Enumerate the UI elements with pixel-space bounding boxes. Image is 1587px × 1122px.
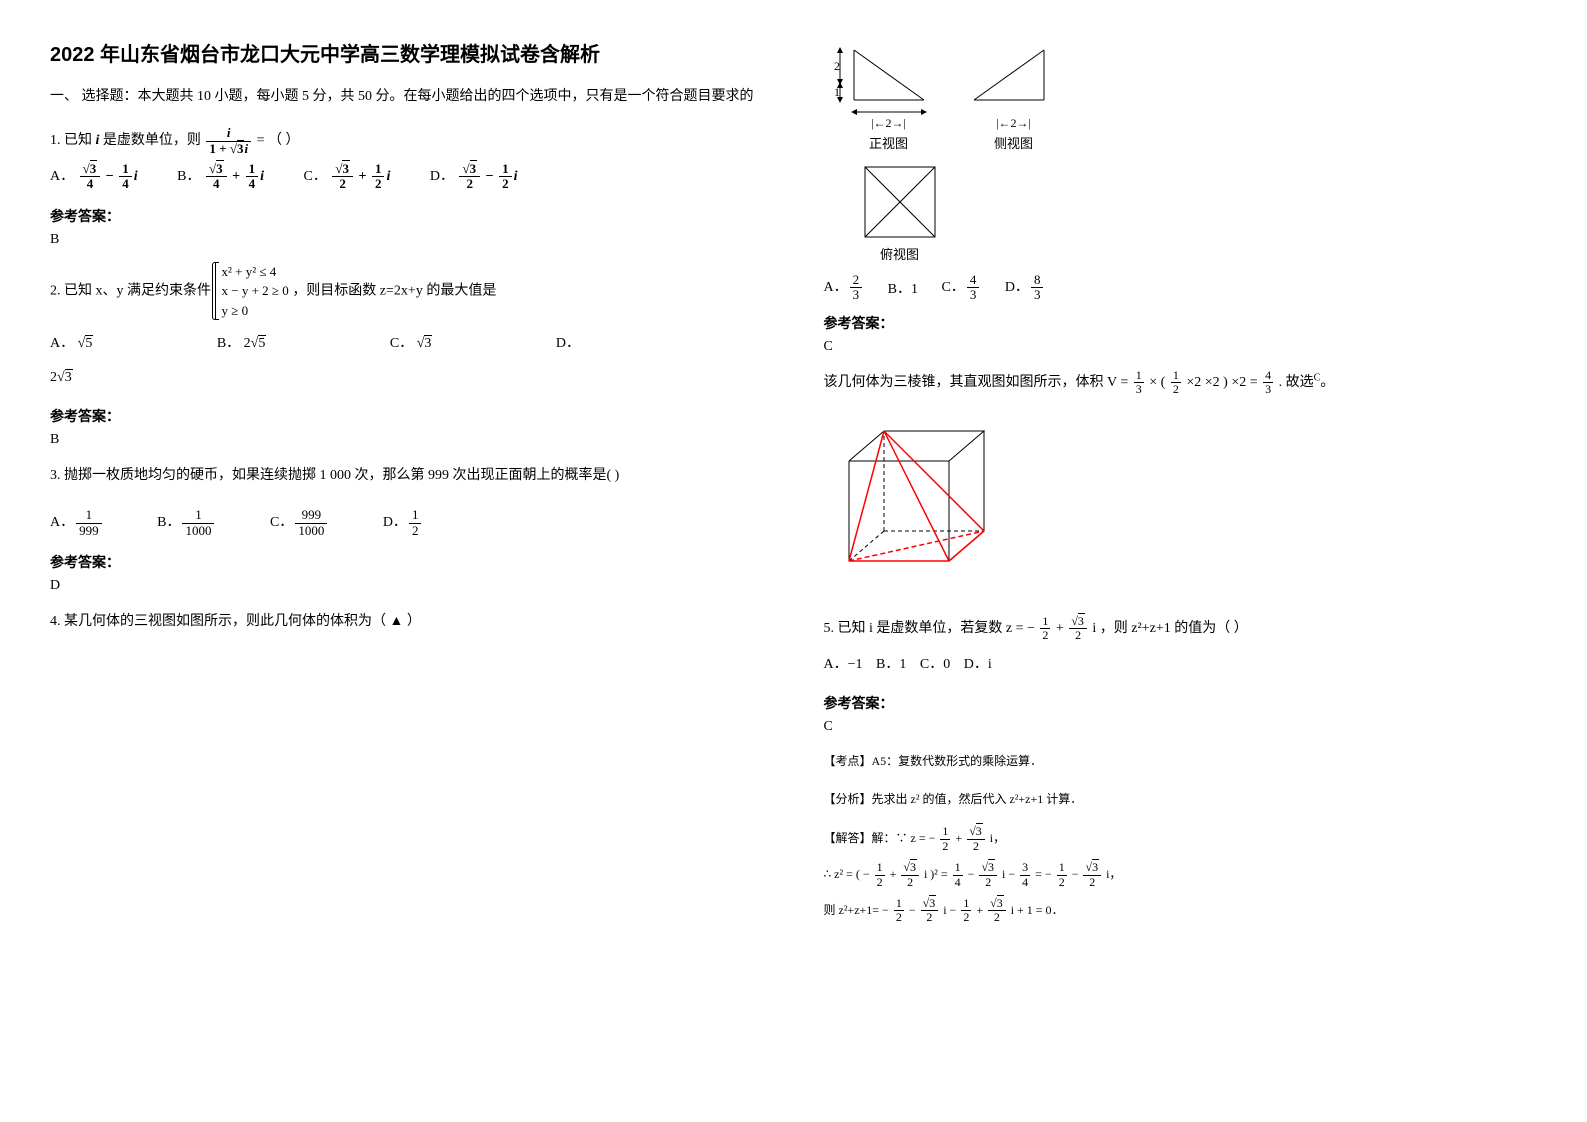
q4-explain: 该几何体为三棱锥，其直观图如图所示，体积 V = 13 × ( 12 ×2 ×2…: [824, 369, 1538, 397]
dim-h: 2: [834, 59, 840, 73]
q1-choice-c: C． 32 + 12i: [304, 162, 391, 192]
q2-case-3: y ≥ 0: [222, 301, 289, 321]
q2-case-2: x − y + 2 ≥ 0: [222, 281, 289, 301]
q4-choices: A．23 B．1 C．43 D．83: [824, 273, 1538, 303]
q2-choice-a: A． 5: [50, 330, 93, 358]
question-2: 2. 已知 x、y 满足约束条件 x² + y² ≤ 4 x − y + 2 ≥…: [50, 262, 764, 393]
q2-case-1: x² + y² ≤ 4: [222, 262, 289, 282]
q2-choices: A． 5 B． 25 C． 3 D．: [50, 330, 764, 358]
q3-stem: 3. 抛掷一枚质地均匀的硬币，如果连续抛掷 1 000 次，那么第 999 次出…: [50, 462, 764, 490]
doc-title: 2022 年山东省烟台市龙口大元中学高三数学理模拟试卷含解析: [50, 40, 764, 70]
q1-choice-a: A． 34 − 14i: [50, 162, 138, 192]
q3-choice-c: C．9991000: [270, 508, 329, 538]
top-view-svg: [860, 162, 940, 242]
right-column: 2 1 |←2→| 正视图: [824, 40, 1538, 933]
q4-answer: C: [824, 339, 1538, 355]
q5-choices: A．−1 B．1 C．0 D．i: [824, 651, 1538, 679]
section-intro: 一、 选择题：本大题共 10 小题，每小题 5 分，共 50 分。在每小题给出的…: [50, 86, 764, 108]
top-view-label: 俯视图: [860, 244, 940, 263]
question-1: 1. 已知 i 是虚数单位，则 i 1 + 3i = （ ） A． 34 − 1…: [50, 126, 764, 191]
q2-stem-a: 2. 已知 x、y 满足约束条件: [50, 283, 215, 298]
q5-jieda-1: 【解答】解：∵ z = − 12 + 32 i，: [824, 825, 1538, 853]
q1-choice-d: D． 32 − 12i: [430, 162, 518, 192]
front-view-label: 正视图: [834, 133, 944, 152]
q3-ans-label: 参考答案：: [50, 552, 764, 572]
q1-answer: B: [50, 232, 764, 248]
q3-choices: A．1999 B．11000 C．9991000 D．12: [50, 508, 764, 538]
q1-ans-label: 参考答案：: [50, 206, 764, 226]
q2-answer: B: [50, 432, 764, 448]
q5-jieda-3: 则 z²+z+1= − 12 − 32 i − 12 + 32 i + 1 = …: [824, 897, 1538, 925]
q5-choice-b: B．1: [876, 651, 906, 679]
side-view-block: |←2→| 侧视图: [964, 40, 1064, 152]
question-5: 5. 已知 i 是虚数单位，若复数 z = − 12 + 32 i ，则 z²+…: [824, 615, 1538, 679]
q3-choice-b: B．11000: [157, 508, 216, 538]
q5-stem-b: ，则 z²+z+1 的值为（ ）: [1100, 621, 1248, 636]
question-3: 3. 抛掷一枚质地均匀的硬币，如果连续抛掷 1 000 次，那么第 999 次出…: [50, 462, 764, 538]
q3-choice-d: D．12: [383, 508, 424, 538]
side-view-label: 侧视图: [964, 133, 1064, 152]
q4-three-views: 2 1 |←2→| 正视图: [824, 40, 1538, 263]
q1-frac-den: 1 + 3i: [206, 142, 251, 156]
q1-stem-a: 1. 已知: [50, 133, 92, 148]
front-view-svg: 2 1: [834, 40, 944, 120]
q1-stem-c: = （ ）: [257, 133, 300, 148]
q2-choice-c: C． 3: [390, 330, 433, 358]
q2-stem-b: ，则目标函数 z=2x+y 的最大值是: [292, 283, 496, 298]
q5-jieda-2: ∴ z² = ( − 12 + 32 i )² = 14 − 32 i − 34…: [824, 861, 1538, 889]
q4-choice-d: D．83: [1005, 273, 1046, 303]
q2-choice-b: B． 25: [217, 330, 267, 358]
q3-answer: D: [50, 578, 764, 594]
q5-ans-label: 参考答案：: [824, 693, 1538, 713]
front-view-block: 2 1 |←2→| 正视图: [834, 40, 944, 152]
q5-fenxi: 【分析】先求出 z² 的值，然后代入 z²+z+1 计算．: [824, 787, 1538, 811]
q5-stem-a: 5. 已知 i 是虚数单位，若复数: [824, 621, 1006, 636]
left-column: 2022 年山东省烟台市龙口大元中学高三数学理模拟试卷含解析 一、 选择题：本大…: [50, 40, 764, 933]
q1-stem-b: 是虚数单位，则: [103, 133, 205, 148]
q1-frac-num: i: [206, 126, 251, 141]
q1-choice-b: B． 34 + 14i: [177, 162, 264, 192]
q5-answer: C: [824, 719, 1538, 735]
q5-z: z = − 12 + 32 i: [1006, 621, 1100, 636]
q1-fraction: i 1 + 3i: [206, 126, 251, 156]
q3-choice-a: A．1999: [50, 508, 104, 538]
q1-choices: A． 34 − 14i B． 34 + 14i C． 32 + 12i: [50, 162, 764, 192]
dim-1: 1: [834, 85, 840, 99]
question-4-stem: 4. 某几何体的三视图如图所示，则此几何体的体积为（ ▲ ）: [50, 608, 764, 636]
cube-diagram: [824, 411, 1014, 601]
q2-cases: x² + y² ≤ 4 x − y + 2 ≥ 0 y ≥ 0: [215, 262, 289, 321]
q2-choice-d: D．: [556, 330, 580, 358]
top-view-block: 俯视图: [860, 162, 1538, 263]
q5-choice-a: A．−1: [824, 651, 863, 679]
q4-choice-b: B．1: [888, 278, 918, 298]
q5-kaodian: 【考点】A5：复数代数形式的乘除运算．: [824, 749, 1538, 773]
q5-choice-c: C．0: [920, 651, 950, 679]
q4-ans-label: 参考答案：: [824, 313, 1538, 333]
q2-choice-d-val: 23: [50, 364, 764, 392]
q5-choice-d: D．i: [964, 651, 992, 679]
q4-choice-a: A．23: [824, 273, 865, 303]
q2-ans-label: 参考答案：: [50, 406, 764, 426]
q1-i: i: [96, 133, 100, 148]
q4-choice-c: C．43: [941, 273, 981, 303]
side-view-svg: [964, 40, 1064, 120]
